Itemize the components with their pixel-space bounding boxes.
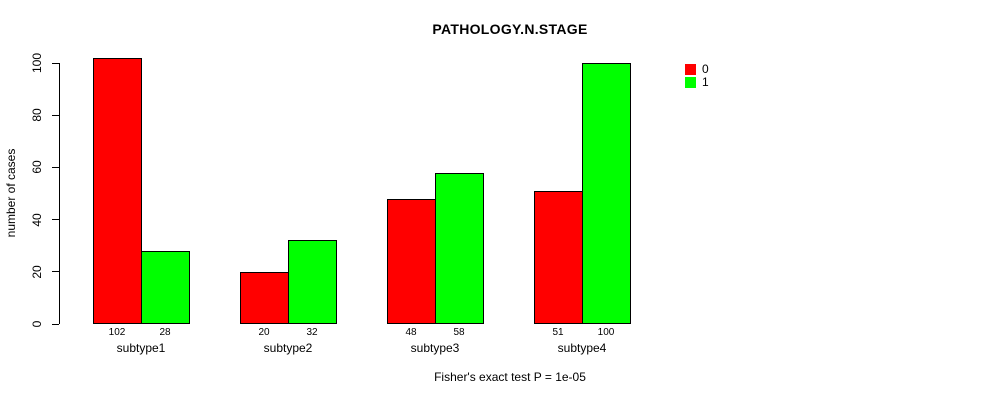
- y-tick-label: 100: [30, 52, 44, 74]
- y-axis-line: [59, 63, 60, 324]
- bar-count-label: 58: [453, 327, 465, 338]
- legend: 0 1: [685, 63, 709, 89]
- bar-series1-subtype3: [434, 172, 484, 324]
- y-tick-label: 60: [30, 160, 44, 175]
- category-label: subtype2: [263, 341, 313, 355]
- chart-title: PATHOLOGY.N.STAGE: [432, 21, 588, 37]
- category-label: subtype1: [116, 341, 166, 355]
- bar-series0-subtype3: [386, 198, 436, 324]
- bar-series0-subtype1: [92, 57, 142, 324]
- y-tick-label: 0: [30, 320, 44, 328]
- legend-item-1: 1: [685, 76, 709, 88]
- bar-count-label: 51: [552, 327, 564, 338]
- y-tick-label: 20: [30, 265, 44, 279]
- category-label: subtype4: [557, 341, 607, 355]
- stat-test-caption: Fisher's exact test P = 1e-05: [434, 370, 586, 384]
- y-tick-mark: [52, 166, 59, 168]
- bar-count-label: 100: [597, 327, 615, 338]
- y-tick-mark: [52, 219, 59, 221]
- bar-series1-subtype1: [140, 250, 190, 324]
- y-tick-label: 80: [30, 108, 44, 122]
- bar-series1-subtype2: [287, 240, 337, 324]
- y-tick-mark: [52, 271, 59, 273]
- legend-swatch-red-icon: [685, 63, 696, 75]
- y-tick-label: 40: [30, 212, 44, 227]
- legend-swatch-green-icon: [685, 76, 696, 88]
- y-tick-mark: [52, 114, 59, 116]
- bar-series1-subtype4: [581, 63, 631, 324]
- bar-count-label: 32: [306, 327, 318, 338]
- bar-count-label: 48: [405, 327, 417, 338]
- y-tick-mark: [52, 62, 59, 64]
- legend-label-0: 0: [702, 62, 709, 76]
- legend-item-0: 0: [685, 63, 709, 75]
- legend-label-1: 1: [702, 75, 709, 89]
- bar-count-label: 102: [108, 327, 126, 338]
- bar-count-label: 28: [159, 327, 171, 338]
- bar-count-label: 20: [258, 327, 270, 338]
- y-tick-mark: [52, 323, 59, 325]
- bar-series0-subtype4: [533, 190, 583, 324]
- category-label: subtype3: [410, 341, 460, 355]
- bar-series0-subtype2: [239, 271, 289, 324]
